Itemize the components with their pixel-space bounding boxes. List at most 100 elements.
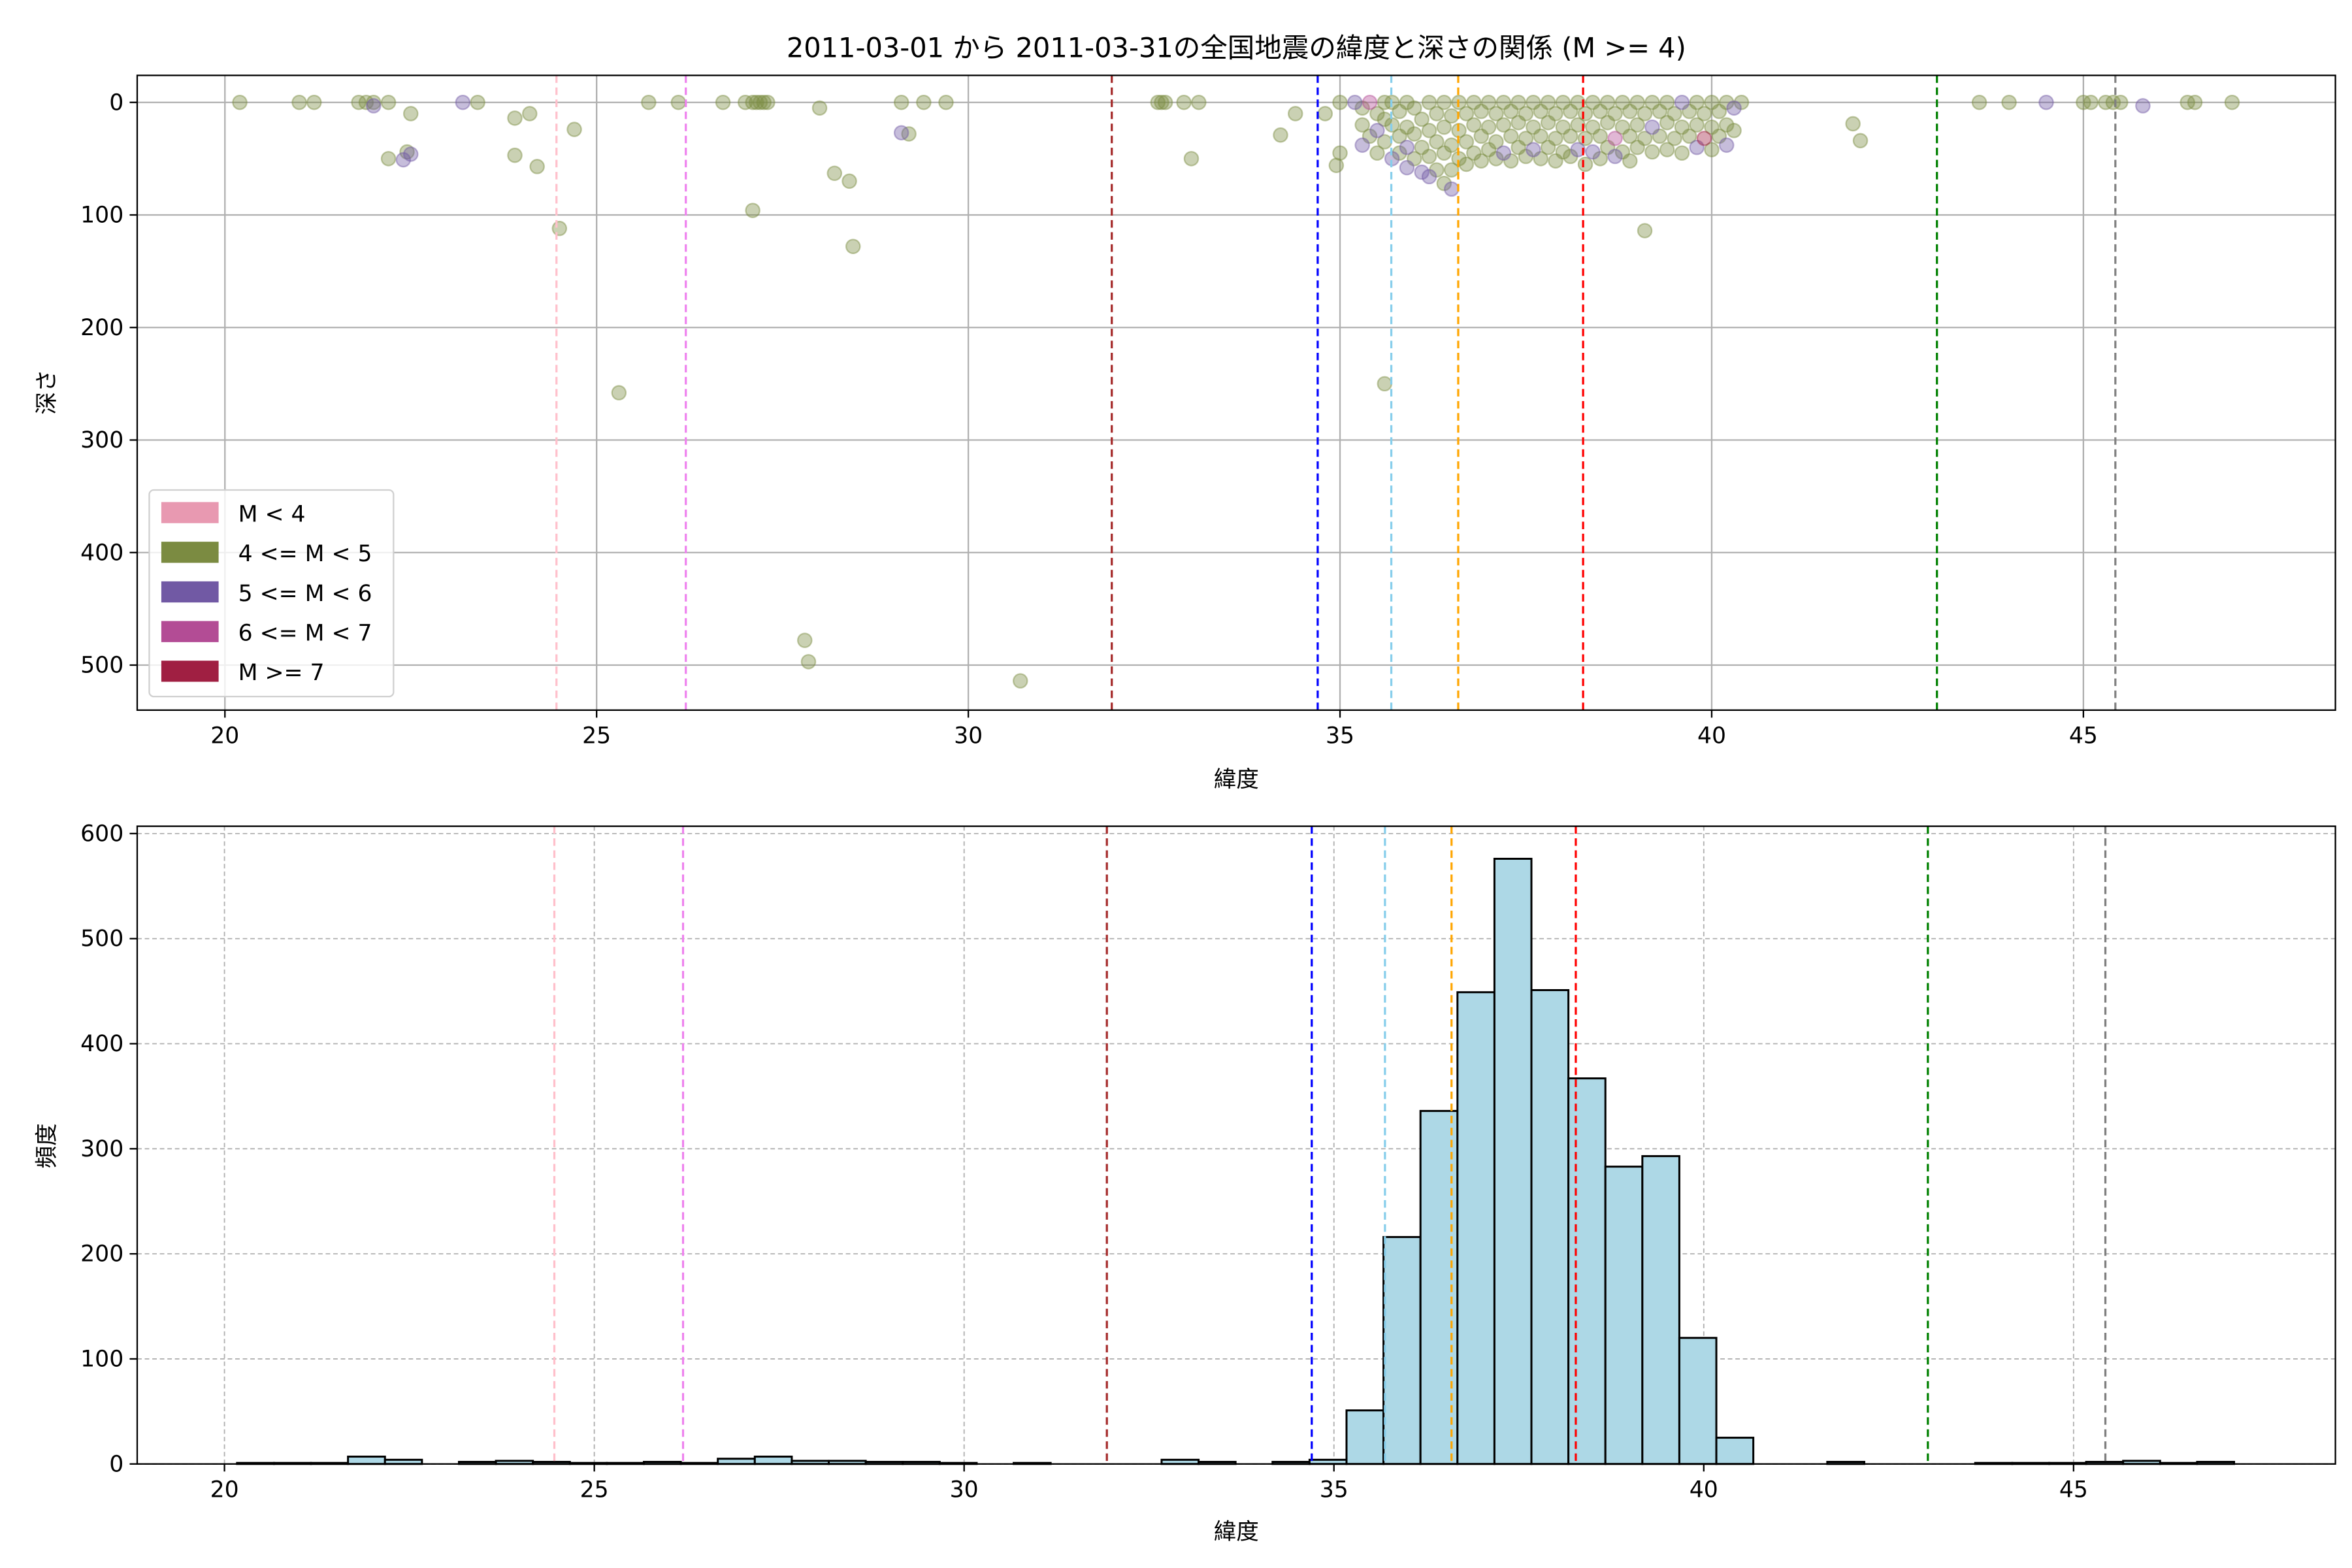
scatter-point <box>1157 94 1173 110</box>
scatter-point <box>1726 100 1742 116</box>
scatter-point <box>1503 128 1519 144</box>
scatter-point <box>1674 94 1690 110</box>
legend-swatch <box>161 542 219 563</box>
scatter-point <box>402 106 419 122</box>
scatter-point <box>1407 100 1422 116</box>
scatter-point <box>1429 134 1445 150</box>
scatter-point <box>1667 106 1682 122</box>
scatter-point <box>1696 106 1712 122</box>
y-tick-label: 500 <box>80 653 123 679</box>
scatter-point <box>1436 175 1452 191</box>
scatter-point <box>1421 94 1437 110</box>
y-tick-label: 0 <box>109 90 123 116</box>
histogram-x-label: 緯度 <box>1214 1519 1259 1545</box>
scatter-point <box>1548 131 1563 146</box>
scatter-point <box>2180 94 2195 110</box>
scatter-point <box>1191 94 1207 110</box>
scatter-point <box>1421 123 1437 139</box>
scatter-point <box>402 146 419 162</box>
scatter-point <box>1466 94 1482 110</box>
scatter-point <box>1607 106 1623 122</box>
scatter-point <box>1540 139 1556 155</box>
scatter-point <box>1399 139 1415 155</box>
scatter-point <box>1622 153 1638 169</box>
y-tick-label: 400 <box>80 1031 123 1057</box>
scatter-point <box>1674 119 1690 135</box>
scatter-plot: 20 25 30 35 40 45 0 100 200 300 400 500 M < 4 4 <= M … <box>80 74 2336 749</box>
scatter-point <box>641 94 657 110</box>
legend-label: 6 <= M < 7 <box>238 621 372 647</box>
scatter-point <box>737 94 753 110</box>
scatter-point <box>1392 145 1407 161</box>
scatter-point <box>1570 94 1586 110</box>
x-tick-label: 45 <box>2069 723 2098 749</box>
scatter-point <box>1637 223 1653 238</box>
scatter-point <box>1637 106 1653 122</box>
scatter-point <box>1548 106 1563 122</box>
scatter-point <box>1488 134 1504 150</box>
scatter-point <box>1555 144 1571 160</box>
scatter-point <box>1599 94 1616 110</box>
x-tick-label: 40 <box>1697 723 1726 749</box>
scatter-point <box>1399 159 1415 176</box>
x-tick-label: 35 <box>1320 1477 1348 1503</box>
scatter-point <box>845 238 861 254</box>
scatter-point <box>1689 117 1705 133</box>
x-tick-label: 20 <box>210 723 239 749</box>
scatter-point <box>1332 94 1348 110</box>
scatter-point <box>1332 145 1348 161</box>
scatter-point <box>1563 128 1578 144</box>
scatter-point <box>745 203 760 218</box>
scatter-point <box>938 94 954 110</box>
scatter-point <box>306 94 322 110</box>
scatter-point <box>1183 151 1200 167</box>
scatter-point <box>566 122 582 137</box>
legend: M < 4 4 <= M < 5 5 <= M < 6 6 <= M < 7 M >= … <box>148 489 395 698</box>
scatter-point <box>1518 148 1534 165</box>
y-tick-label: 500 <box>80 926 123 952</box>
scatter-point <box>358 94 374 110</box>
scatter-point <box>1652 103 1668 120</box>
scatter-point <box>1689 139 1705 155</box>
scatter-point <box>1614 119 1631 135</box>
scatter-point <box>1518 131 1534 146</box>
scatter-point <box>1392 128 1407 144</box>
scatter-point <box>1718 137 1735 153</box>
scatter-point <box>715 94 731 110</box>
scatter-point <box>1518 106 1534 122</box>
y-tick-label: 600 <box>80 821 123 847</box>
histogram-bar <box>1530 988 1570 1465</box>
scatter-point <box>800 654 817 670</box>
scatter-point <box>1570 117 1586 133</box>
scatter-point <box>1443 108 1460 124</box>
legend-swatch <box>161 581 219 603</box>
scatter-point <box>893 94 909 110</box>
scatter-point <box>1629 117 1645 133</box>
x-tick-label: 30 <box>954 723 983 749</box>
scatter-point <box>1369 123 1385 139</box>
histogram-frame <box>136 825 2336 1465</box>
scatter-point <box>1548 153 1563 169</box>
scatter-point <box>1563 103 1578 120</box>
x-tick-label: 40 <box>1690 1477 1718 1503</box>
scatter-point <box>1682 128 1697 144</box>
y-tick-label: 200 <box>80 1241 123 1267</box>
scatter-point <box>2135 98 2151 114</box>
scatter-point <box>1354 137 1370 153</box>
scatter-point <box>1407 151 1422 167</box>
scatter-point <box>1629 94 1645 110</box>
scatter-point <box>2083 94 2099 110</box>
scatter-point <box>291 94 307 110</box>
scatter-point <box>1592 151 1609 167</box>
scatter-point <box>2001 94 2017 110</box>
scatter-point <box>1480 119 1497 135</box>
scatter-point <box>1466 145 1482 161</box>
scatter-point <box>1458 156 1475 172</box>
scatter-point <box>1012 673 1028 689</box>
histogram-bar <box>1456 991 1495 1465</box>
scatter-point <box>1317 106 1333 122</box>
scatter-point <box>1495 117 1512 133</box>
scatter-point <box>522 106 538 122</box>
scatter-point <box>1563 148 1578 165</box>
